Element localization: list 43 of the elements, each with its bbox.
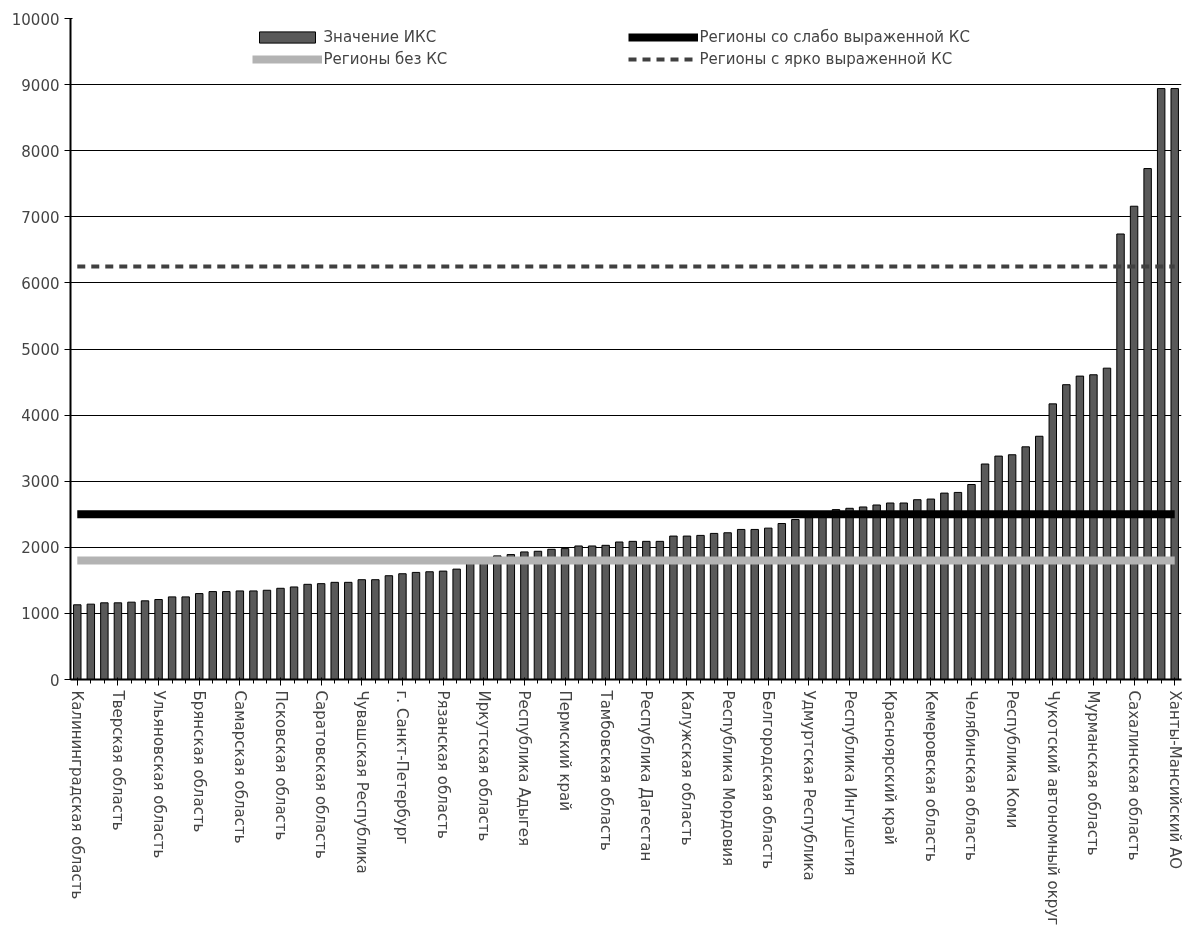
y-tick-label: 8000 xyxy=(21,142,60,161)
legend-label: Значение ИКС xyxy=(323,28,438,46)
x-tick-label: Белгородская область xyxy=(759,690,778,870)
y-tick-label: 3000 xyxy=(21,473,60,492)
x-tick-label: Чувашская Республика xyxy=(352,690,371,874)
x-tick-label: Псковская область xyxy=(271,690,290,841)
legend-label: Регионы с ярко выраженной КС xyxy=(699,50,954,68)
y-tick-label: 5000 xyxy=(21,341,60,359)
x-tick-label: Калининградская область xyxy=(68,690,87,900)
legend-label: Регионы со слабо выраженной КС xyxy=(699,28,971,46)
x-tick-label: Кемеровская область xyxy=(921,690,940,862)
x-tick-label: Республика Мордовия xyxy=(718,690,737,867)
x-tick-label: Чукотский автономный округ xyxy=(1043,690,1062,926)
x-tick-label: Самарская область xyxy=(230,690,249,844)
x-tick-label: Челябинская область xyxy=(962,690,981,861)
x-tick-label: Ханты-Мансийский АО xyxy=(1165,690,1184,870)
y-tick-label: 4000 xyxy=(21,407,60,426)
y-tick-label: 7000 xyxy=(21,208,60,227)
x-tick-label: Калужская область xyxy=(677,690,696,846)
x-tick-label: Удмуртская Республика xyxy=(799,690,818,881)
y-tick-label: 2000 xyxy=(21,539,60,558)
x-tick-label: Тамбовская область xyxy=(596,689,615,851)
x-tick-label: Республика Ингушетия xyxy=(840,690,859,876)
y-tick-label: 9000 xyxy=(21,76,60,95)
x-tick-label: Республика Коми xyxy=(1003,690,1022,829)
x-tick-label: Пермский край xyxy=(556,690,575,811)
x-tick-label: Республика Адыгея xyxy=(515,690,534,846)
x-tick-label: Мурманская область xyxy=(1084,690,1103,856)
x-tick-label: Саратовская область xyxy=(312,690,331,859)
x-tick-label: Тверская область xyxy=(108,689,127,831)
y-tick-label: 10000 xyxy=(11,10,60,29)
x-tick-label: Рязанская область xyxy=(434,690,453,839)
y-tick-label: 0 xyxy=(49,671,60,690)
y-tick-label: 1000 xyxy=(21,605,60,624)
y-tick-label: 6000 xyxy=(21,274,60,293)
x-tick-label: Ульяновская область xyxy=(149,690,168,859)
x-tick-label: Брянская область xyxy=(190,690,209,833)
x-tick-label: Иркутская область xyxy=(474,690,493,842)
x-tick-label: Сахалинская область xyxy=(1125,690,1144,861)
x-tick-label: г. Санкт-Петербург xyxy=(393,690,412,845)
x-tick-label: Красноярский край xyxy=(881,690,900,845)
legend-label: Регионы без КС xyxy=(323,50,449,68)
x-tick-label: Республика Дагестан xyxy=(637,690,656,862)
